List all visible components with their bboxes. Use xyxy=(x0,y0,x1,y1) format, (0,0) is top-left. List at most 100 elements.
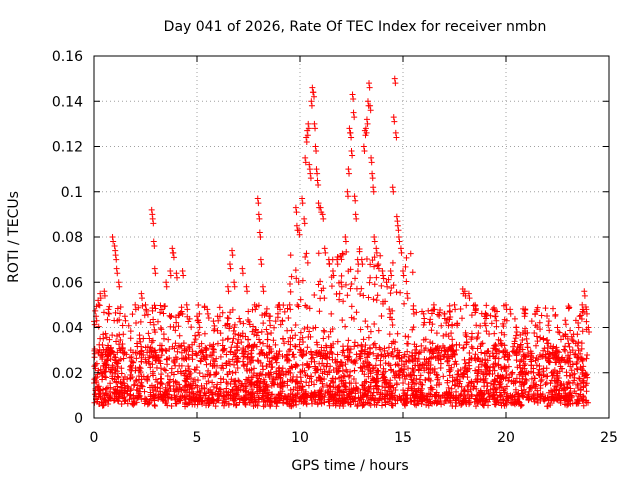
data-point xyxy=(297,349,304,356)
data-point xyxy=(384,350,391,357)
data-point xyxy=(353,285,360,292)
data-point xyxy=(461,356,468,363)
data-point xyxy=(249,328,256,335)
data-point xyxy=(102,398,109,405)
data-point xyxy=(436,312,443,319)
data-point xyxy=(543,379,550,386)
data-point xyxy=(382,384,389,391)
data-point xyxy=(321,245,328,252)
data-point xyxy=(571,351,578,358)
data-point xyxy=(106,349,113,356)
data-point xyxy=(117,304,124,311)
data-point xyxy=(178,342,185,349)
data-point xyxy=(378,402,385,409)
data-point xyxy=(122,397,129,404)
data-point xyxy=(110,238,117,245)
data-point xyxy=(234,364,241,371)
data-point xyxy=(195,329,202,336)
data-point xyxy=(364,350,371,357)
data-point xyxy=(325,333,332,340)
data-point xyxy=(454,322,461,329)
y-tick-label: 0.08 xyxy=(52,230,83,246)
data-point xyxy=(287,386,294,393)
data-point xyxy=(279,317,286,324)
data-point xyxy=(165,387,172,394)
data-point xyxy=(125,384,132,391)
data-point xyxy=(318,351,325,358)
data-point xyxy=(441,347,448,354)
data-point xyxy=(357,290,364,297)
data-point xyxy=(122,317,129,324)
data-point xyxy=(358,256,365,263)
data-point xyxy=(410,306,417,313)
data-point xyxy=(119,349,126,356)
data-point xyxy=(301,215,308,222)
data-point xyxy=(421,315,428,322)
data-point xyxy=(257,339,264,346)
data-point xyxy=(459,371,466,378)
data-point xyxy=(329,267,336,274)
data-point xyxy=(196,387,203,394)
data-point xyxy=(567,372,574,379)
data-point xyxy=(523,369,530,376)
data-point xyxy=(351,343,358,350)
data-point xyxy=(473,385,480,392)
data-point xyxy=(347,401,354,408)
data-point xyxy=(362,391,369,398)
data-point xyxy=(104,316,111,323)
data-point xyxy=(579,328,586,335)
data-point xyxy=(264,343,271,350)
data-point xyxy=(465,382,472,389)
data-point xyxy=(393,134,400,141)
data-point xyxy=(224,314,231,321)
data-point xyxy=(298,378,305,385)
data-point xyxy=(482,356,489,363)
data-point xyxy=(491,367,498,374)
data-point xyxy=(144,376,151,383)
data-point xyxy=(340,298,347,305)
data-point xyxy=(210,383,217,390)
data-point xyxy=(518,356,525,363)
data-point xyxy=(371,321,378,328)
data-point xyxy=(565,359,572,366)
data-point xyxy=(256,394,263,401)
data-point xyxy=(286,301,293,308)
data-point xyxy=(274,314,281,321)
data-point xyxy=(363,116,370,123)
data-point xyxy=(95,301,102,308)
data-point xyxy=(354,268,361,275)
data-point xyxy=(146,397,153,404)
data-point xyxy=(149,307,156,314)
data-point xyxy=(393,213,400,220)
data-point xyxy=(346,170,353,177)
data-point xyxy=(370,188,377,195)
data-point xyxy=(469,345,476,352)
data-point xyxy=(255,200,262,207)
data-point xyxy=(211,358,218,365)
data-point xyxy=(272,395,279,402)
data-point xyxy=(150,321,157,328)
data-point xyxy=(365,359,372,366)
data-point xyxy=(381,347,388,354)
data-point xyxy=(113,265,120,272)
data-point xyxy=(567,385,574,392)
data-point xyxy=(172,327,179,334)
data-point xyxy=(577,312,584,319)
x-axis-label: GPS time / hours xyxy=(291,458,408,474)
data-point xyxy=(213,355,220,362)
data-point xyxy=(97,352,104,359)
data-point xyxy=(170,249,177,256)
data-point xyxy=(364,323,371,330)
data-point xyxy=(237,318,244,325)
data-point xyxy=(288,363,295,370)
data-point xyxy=(569,347,576,354)
data-point xyxy=(445,384,452,391)
data-point xyxy=(227,395,234,402)
data-point xyxy=(366,279,373,286)
data-point xyxy=(583,318,590,325)
data-point xyxy=(347,395,354,402)
data-point xyxy=(252,306,259,313)
data-point xyxy=(552,311,559,318)
data-point xyxy=(497,380,504,387)
data-point xyxy=(402,333,409,340)
